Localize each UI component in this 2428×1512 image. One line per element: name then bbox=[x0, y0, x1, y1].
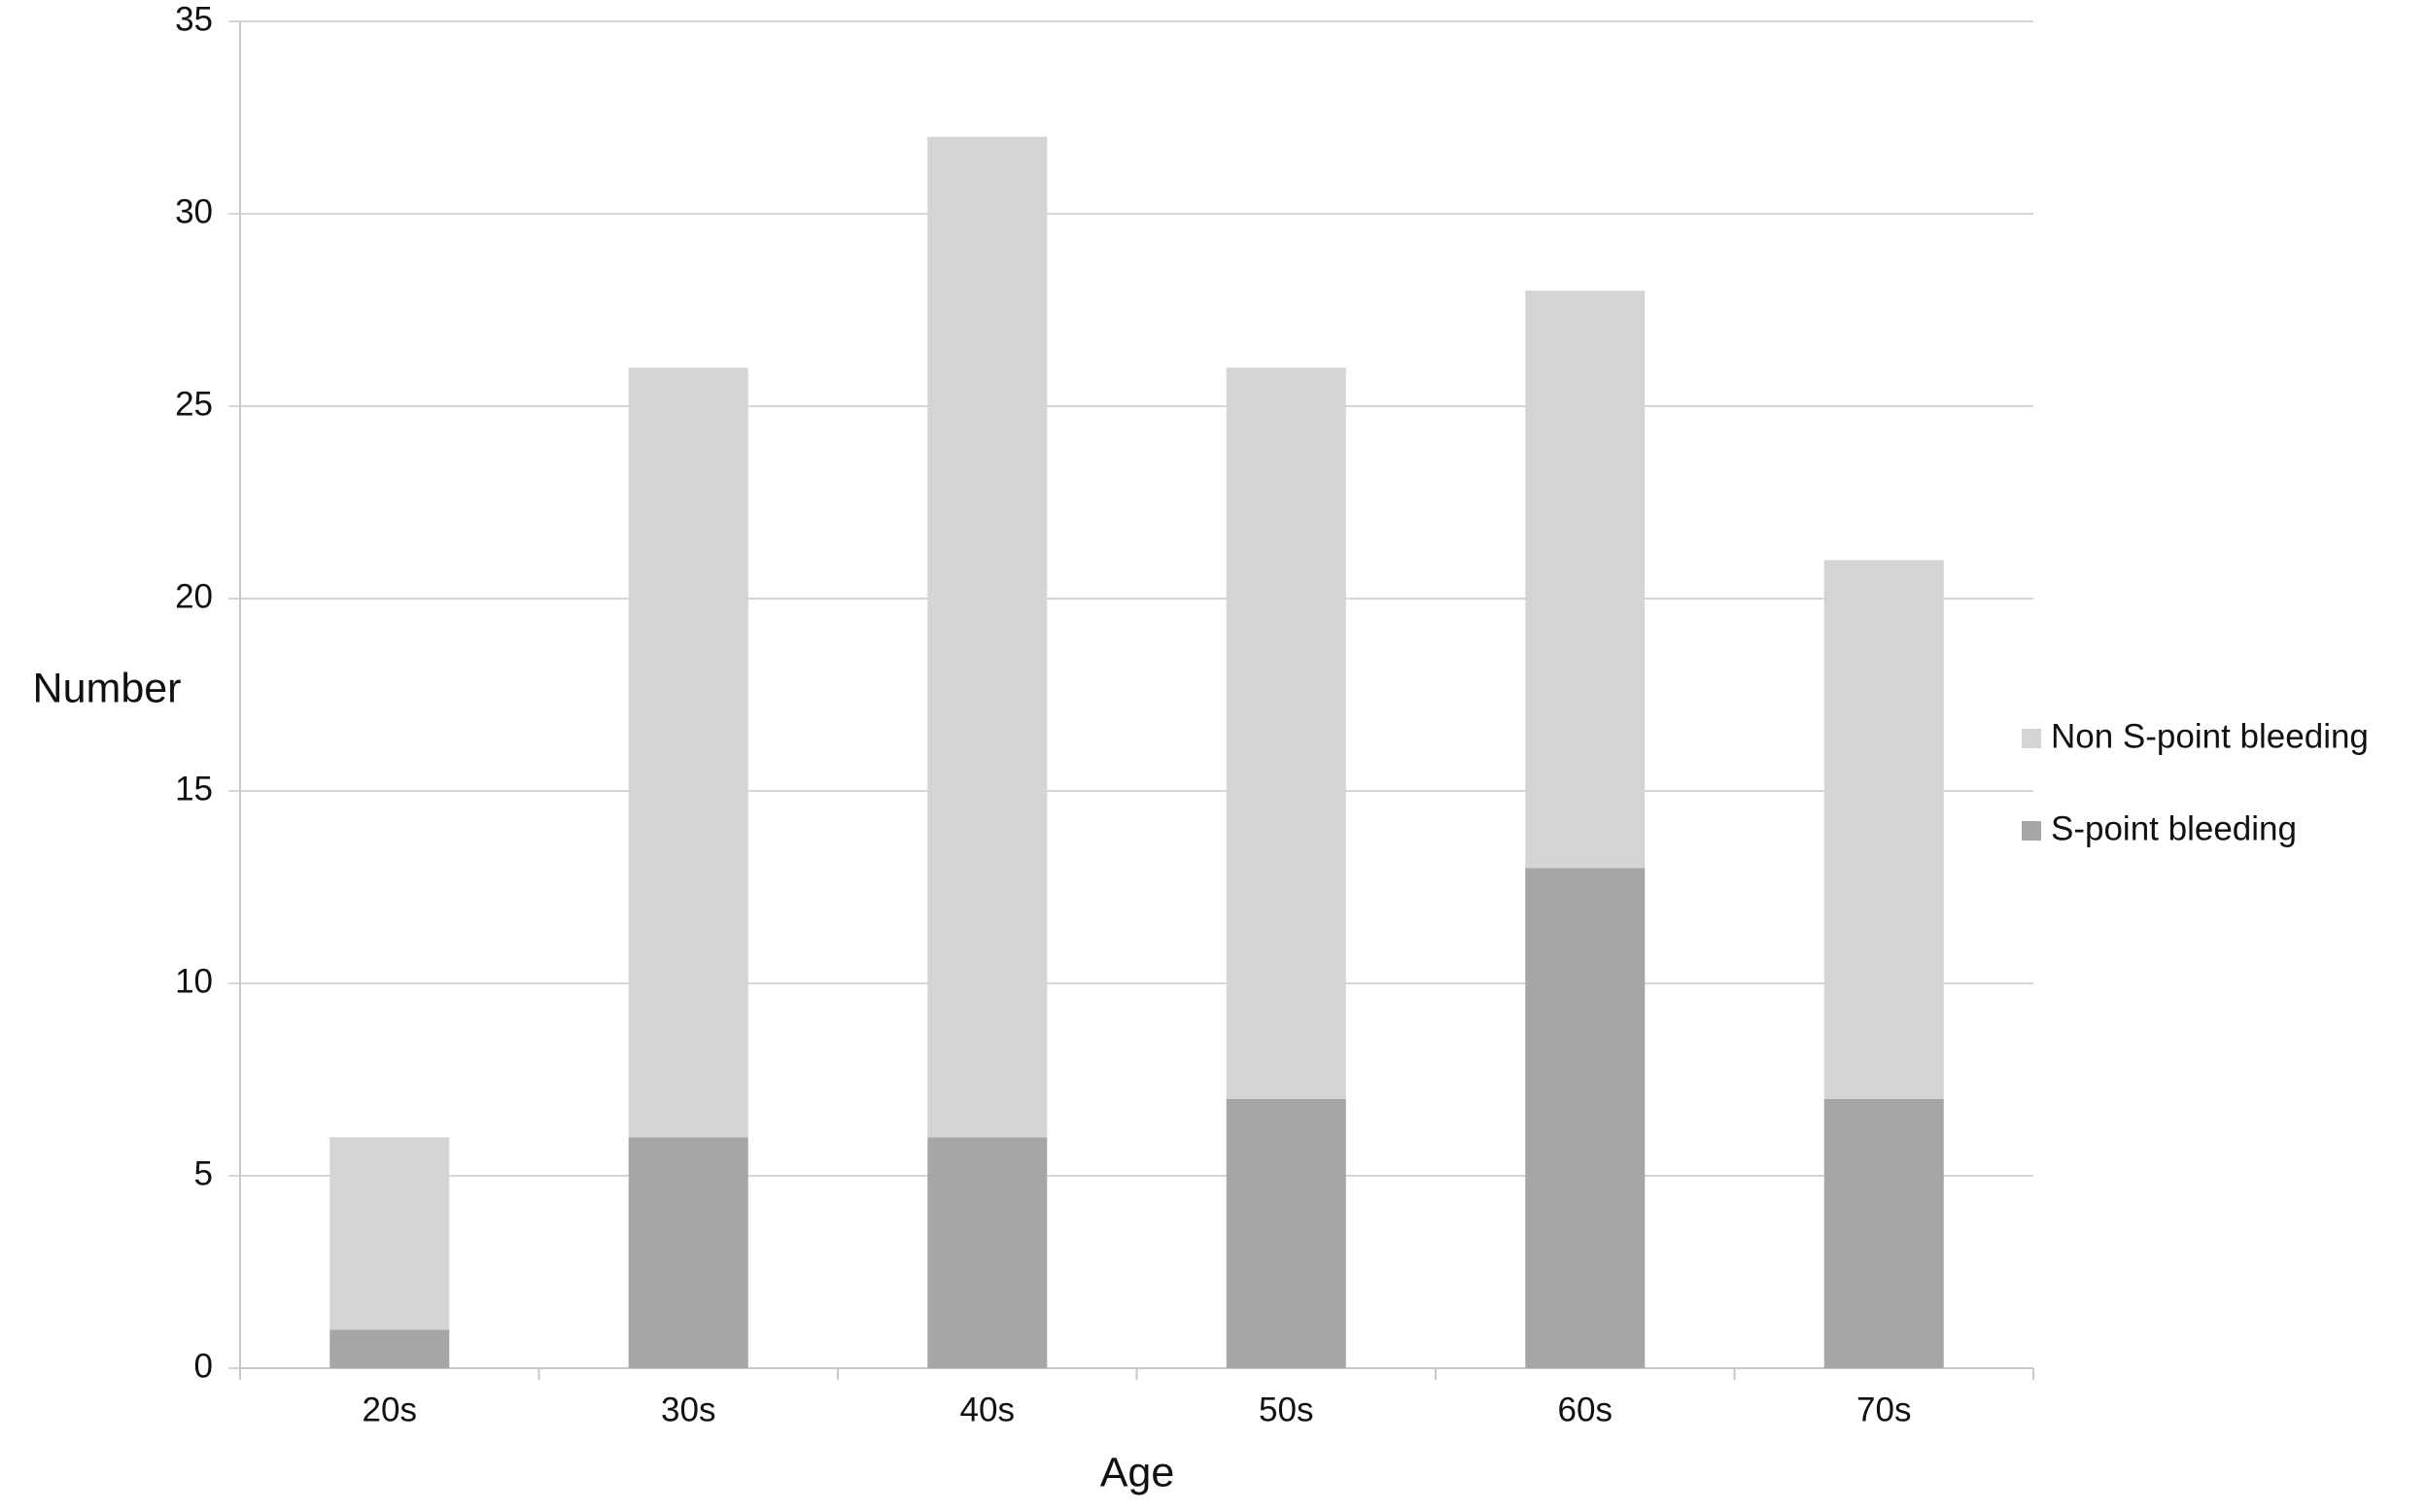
x-tick-label: 60s bbox=[1558, 1391, 1613, 1428]
bar-segment bbox=[330, 1137, 450, 1330]
y-tick-label: 30 bbox=[175, 192, 213, 230]
y-tick-label: 10 bbox=[175, 962, 213, 1000]
bar-segment bbox=[1823, 560, 1944, 1099]
bar-segment bbox=[628, 367, 748, 1138]
y-tick-label: 35 bbox=[175, 0, 213, 38]
bar-segment bbox=[1525, 868, 1646, 1368]
x-tick-label: 20s bbox=[363, 1391, 417, 1428]
y-tick-label: 25 bbox=[175, 385, 213, 423]
bar-segment bbox=[1823, 1098, 1944, 1368]
legend-label: S-point bleeding bbox=[2051, 809, 2297, 847]
bar-segment bbox=[927, 1137, 1048, 1368]
legend-swatch bbox=[2022, 821, 2041, 841]
bar-segment bbox=[927, 136, 1048, 1138]
x-axis-title: Age bbox=[1100, 1449, 1175, 1495]
x-tick-label: 40s bbox=[960, 1391, 1015, 1428]
bar-segment bbox=[1525, 291, 1646, 869]
y-tick-label: 5 bbox=[194, 1154, 213, 1192]
y-tick-label: 20 bbox=[175, 577, 213, 615]
bar-segment bbox=[628, 1137, 748, 1368]
bar-segment bbox=[1226, 1098, 1346, 1368]
x-tick-label: 70s bbox=[1856, 1391, 1911, 1428]
y-tick-label: 15 bbox=[175, 770, 213, 808]
x-tick-label: 30s bbox=[661, 1391, 715, 1428]
legend-label: Non S-point bleeding bbox=[2051, 717, 2369, 755]
bar-segment bbox=[1226, 367, 1346, 1099]
y-tick-label: 0 bbox=[194, 1347, 213, 1385]
bar-segment bbox=[330, 1329, 450, 1368]
x-tick-label: 50s bbox=[1259, 1391, 1313, 1428]
y-axis-title: Number bbox=[33, 665, 182, 711]
legend-swatch bbox=[2022, 729, 2041, 748]
